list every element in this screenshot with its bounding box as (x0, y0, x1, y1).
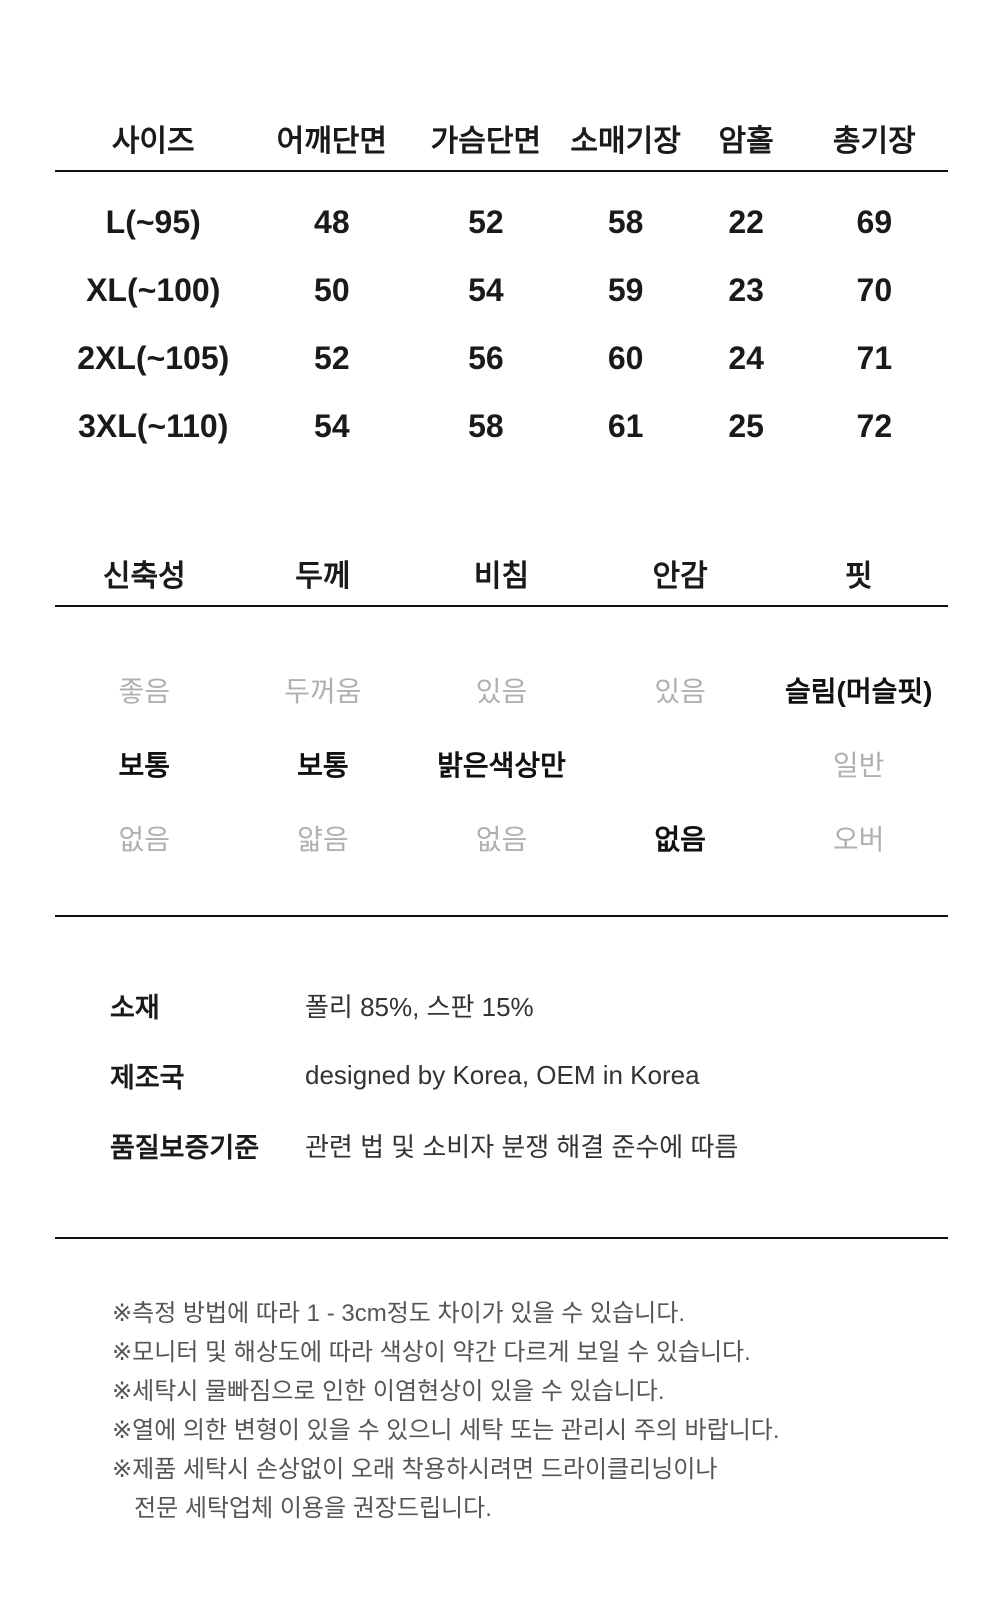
thickness-col-header: 두께 (295, 559, 351, 593)
measure-cell: 54 (314, 407, 350, 444)
chest-col-header: 가슴단면 (412, 105, 560, 172)
size-label: 3XL(~110) (78, 407, 229, 444)
measure-cell: 58 (607, 203, 644, 240)
attributes-option-row: 좋음 두꺼움 있음 있음 슬림(머슬핏) (55, 653, 948, 727)
size-label: L(~95) (105, 203, 201, 240)
thickness-option: 보통 (297, 750, 349, 781)
sheerness-option: 있음 (475, 676, 528, 707)
origin-label: 제조국 (110, 1062, 185, 1093)
lining-option: 있음 (654, 676, 706, 707)
lining-option: 없음 (654, 824, 706, 855)
measure-cell: 71 (856, 339, 893, 376)
attributes-option-row: 보통 보통 밝은색상만 일반 (55, 727, 948, 801)
table-row: 2XL(~105) 52 56 60 24 71 (55, 324, 948, 392)
notes-section: ※측정 방법에 따라 1 - 3cm정도 차이가 있을 수 있습니다. ※모니터… (55, 1294, 948, 1528)
material-value: 폴리 85%, 스판 15% (305, 991, 534, 1022)
measure-cell: 25 (728, 407, 764, 444)
warranty-value: 관련 법 및 소비자 분쟁 해결 준수에 따름 (305, 1131, 739, 1162)
stretch-option: 없음 (118, 824, 171, 855)
measure-cell: 54 (468, 271, 504, 308)
measure-cell: 70 (856, 271, 893, 308)
note-line-continuation: 전문 세탁업체 이용을 권장드립니다. (134, 1495, 492, 1522)
thickness-option: 두꺼움 (284, 676, 362, 707)
shoulder-col-header: 어깨단면 (251, 105, 413, 172)
size-label: 2XL(~105) (77, 339, 230, 376)
origin-value: designed by Korea, OEM in Korea (305, 1059, 700, 1090)
size-label: XL(~100) (86, 271, 221, 308)
list-item: 소재 폴리 85%, 스판 15% (55, 970, 948, 1040)
attributes-option-row: 없음 얇음 없음 없음 오버 (55, 801, 948, 875)
product-info-sheet: 사이즈 어깨단면 가슴단면 소매기장 암홀 총기장 L(~95) 48 52 5… (55, 105, 948, 1528)
material-label: 소재 (110, 992, 160, 1023)
measure-cell: 50 (314, 271, 350, 308)
armhole-col-header: 암홀 (691, 105, 801, 172)
table-row: 3XL(~110) 54 58 61 25 72 (55, 392, 948, 460)
measure-cell: 22 (728, 203, 764, 240)
measure-cell: 69 (856, 203, 893, 240)
measure-cell: 52 (468, 203, 504, 240)
sleeve-col-header: 소매기장 (559, 105, 692, 172)
stretch-option: 보통 (118, 750, 171, 781)
table-row: XL(~100) 50 54 59 23 70 (55, 256, 948, 324)
note-line: ※측정 방법에 따라 1 - 3cm정도 차이가 있을 수 있습니다. (112, 1300, 685, 1327)
measure-cell: 72 (856, 407, 893, 444)
fit-option: 슬림(머슬핏) (784, 676, 933, 707)
product-info-section: 소재 폴리 85%, 스판 15% 제조국 designed by Korea,… (55, 917, 948, 1239)
note-line: ※제품 세탁시 손상없이 오래 착용하시려면 드라이클리닝이나 (112, 1456, 718, 1483)
note-line: ※열에 의한 변형이 있을 수 있으니 세탁 또는 관리시 주의 바랍니다. (112, 1417, 780, 1444)
sheerness-option: 없음 (475, 824, 528, 855)
attributes-body: 좋음 두꺼움 있음 있음 슬림(머슬핏) 보통 보통 밝은색상만 일반 없음 얇… (55, 607, 948, 917)
fit-col-header: 핏 (844, 559, 873, 593)
thickness-option: 얇음 (297, 824, 349, 855)
note-line: ※모니터 및 해상도에 따라 색상이 약간 다르게 보일 수 있습니다. (112, 1339, 751, 1366)
measure-cell: 48 (314, 203, 350, 240)
list-item: 제조국 designed by Korea, OEM in Korea (55, 1040, 948, 1110)
note-line: ※세탁시 물빠짐으로 인한 이염현상이 있을 수 있습니다. (112, 1378, 665, 1405)
attributes-header-row: 신축성 두께 비침 안감 핏 (55, 540, 948, 607)
measure-cell: 24 (728, 339, 764, 376)
measure-cell: 23 (728, 271, 764, 308)
size-col-header: 사이즈 (55, 105, 252, 172)
measure-cell: 61 (607, 407, 644, 444)
warranty-label: 품질보증기준 (110, 1132, 260, 1163)
measure-cell: 58 (468, 407, 504, 444)
list-item: 품질보증기준 관련 법 및 소비자 분쟁 해결 준수에 따름 (55, 1110, 948, 1180)
attributes-table: 신축성 두께 비침 안감 핏 좋음 두꺼움 있음 있음 슬림(머슬핏) 보통 보… (55, 540, 948, 917)
sheerness-col-header: 비침 (473, 559, 530, 593)
stretch-col-header: 신축성 (102, 559, 186, 593)
stretch-option: 좋음 (118, 676, 171, 707)
table-row: L(~95) 48 52 58 22 69 (55, 171, 948, 256)
measure-cell: 59 (607, 271, 644, 308)
fit-option: 오버 (832, 824, 885, 855)
sheerness-option: 밝은색상만 (437, 750, 566, 781)
measure-cell: 52 (314, 339, 350, 376)
size-table-header-row: 사이즈 어깨단면 가슴단면 소매기장 암홀 총기장 (55, 105, 948, 172)
measure-cell: 56 (468, 339, 504, 376)
lining-col-header: 안감 (652, 559, 708, 593)
total-length-col-header: 총기장 (800, 105, 948, 172)
size-table: 사이즈 어깨단면 가슴단면 소매기장 암홀 총기장 L(~95) 48 52 5… (55, 105, 948, 460)
fit-option: 일반 (832, 750, 885, 781)
measure-cell: 60 (607, 339, 644, 376)
